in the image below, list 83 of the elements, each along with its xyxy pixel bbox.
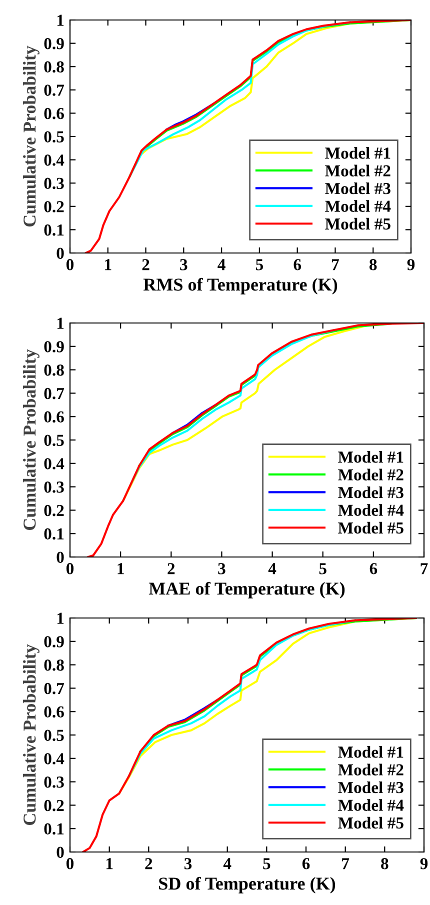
x-tick-label: 3	[184, 858, 192, 870]
y-tick-label: 0.3	[44, 776, 64, 788]
legend-label: Model #1	[325, 147, 390, 159]
x-tick-label: 2	[142, 259, 150, 270]
x-tick-label: 5	[319, 563, 326, 574]
y-tick-label: 1	[57, 612, 64, 624]
y-tick-label: 0.8	[44, 364, 64, 376]
y-tick-label: 0.9	[44, 636, 64, 648]
x-axis-title: MAE of Temperature (K)	[148, 582, 345, 598]
y-tick-label: 0.2	[44, 201, 64, 212]
y-tick-label: 0.1	[44, 224, 64, 236]
y-tick-label: 0	[56, 248, 64, 259]
x-tick-label: 5	[263, 858, 270, 870]
x-tick-label: 7	[332, 259, 339, 270]
legend-label: Model #4	[338, 799, 404, 811]
x-tick-label: 5	[256, 259, 263, 270]
y-tick-label: 0.7	[44, 84, 64, 96]
x-tick-label: 8	[370, 259, 377, 270]
legend-label: Model #3	[325, 182, 390, 194]
y-tick-label: 0.5	[44, 434, 64, 446]
y-tick-label: 0.8	[44, 660, 64, 671]
legend-label: Model #3	[338, 781, 404, 794]
x-tick-label: 0	[66, 858, 74, 870]
y-tick-label: 0.8	[44, 61, 64, 73]
legend-label: Model #2	[338, 468, 404, 480]
legend-label: Model #2	[338, 764, 404, 776]
legend-label: Model #4	[338, 504, 404, 516]
x-tick-label: 0	[66, 259, 74, 270]
x-axis-title: RMS of Temperature (K)	[143, 278, 338, 294]
y-tick-label: 0.9	[44, 38, 64, 50]
y-tick-label: 0.4	[44, 753, 64, 764]
legend-label: Model #5	[338, 816, 404, 829]
legend-label: Model #1	[338, 451, 404, 463]
legend-label: Model #1	[338, 746, 404, 758]
x-tick-label: 7	[342, 858, 350, 870]
y-tick-label: 0.5	[44, 131, 64, 143]
y-axis-title: Cumulative Probability	[23, 644, 40, 825]
y-tick-label: 0.4	[44, 458, 64, 470]
x-tick-label: 1	[105, 259, 112, 270]
line-series	[82, 618, 417, 852]
x-tick-label: 6	[294, 259, 302, 270]
y-tick-label: 0.7	[44, 388, 64, 400]
x-tick-label: 3	[180, 259, 188, 270]
x-tick-label: 0	[66, 563, 74, 574]
x-tick-label: 2	[168, 563, 175, 574]
y-tick-label: 0.6	[44, 108, 64, 120]
x-tick-label: 1	[106, 858, 113, 870]
y-tick-label: 0.9	[44, 341, 64, 352]
y-tick-label: 0.6	[44, 411, 64, 423]
legend-label: Model #2	[325, 164, 390, 176]
x-tick-label: 7	[420, 563, 428, 574]
y-tick-label: 0.3	[44, 482, 64, 493]
x-tick-label: 8	[381, 858, 388, 870]
y-tick-label: 0.7	[44, 682, 64, 694]
x-tick-label: 9	[420, 858, 428, 870]
y-tick-label: 0	[56, 552, 64, 563]
y-axis-title: Cumulative Probability	[23, 46, 40, 226]
legend-label: Model #5	[338, 522, 404, 534]
x-tick-label: 2	[145, 858, 152, 870]
x-tick-label: 6	[302, 858, 310, 870]
y-tick-label: 0.6	[44, 706, 64, 718]
y-tick-label: 0.2	[44, 504, 64, 516]
x-axis-title: SD of Temperature (K)	[159, 876, 336, 894]
x-tick-label: 4	[218, 259, 226, 270]
legend-label: Model #5	[325, 218, 390, 230]
x-tick-label: 9	[407, 259, 415, 270]
legend-label: Model #3	[338, 486, 404, 498]
y-tick-label: 0.1	[44, 823, 64, 835]
legend-label: Model #4	[325, 200, 391, 212]
y-tick-label: 0	[56, 846, 64, 858]
y-tick-label: 0.3	[44, 178, 64, 190]
x-tick-label: 4	[223, 858, 232, 870]
x-tick-label: 1	[118, 563, 124, 574]
x-tick-label: 4	[268, 563, 276, 574]
y-axis-title: Cumulative Probability	[23, 349, 40, 530]
y-tick-label: 0.5	[44, 730, 64, 742]
y-tick-label: 1	[57, 14, 64, 26]
y-tick-label: 0.2	[44, 800, 64, 812]
y-tick-label: 0.1	[44, 528, 64, 540]
y-tick-label: 0.4	[44, 154, 64, 166]
x-tick-label: 3	[218, 563, 226, 574]
x-tick-label: 6	[370, 563, 378, 574]
y-tick-label: 1	[57, 318, 64, 329]
